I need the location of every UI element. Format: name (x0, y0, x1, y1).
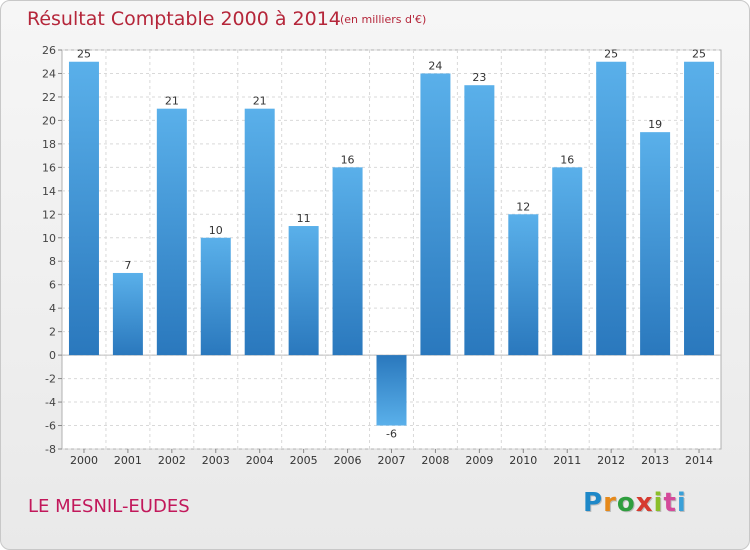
bar (508, 214, 539, 356)
bar (640, 132, 671, 356)
logo-letter: r (603, 488, 617, 518)
data-label: 25 (604, 48, 618, 61)
x-tick-label: 2006 (334, 454, 362, 467)
x-tick-label: 2012 (597, 454, 625, 467)
logo-letter: o (616, 488, 636, 518)
x-tick-label: 2000 (70, 454, 98, 467)
logo-letter: x (635, 488, 654, 518)
y-tick-label: 16 (42, 161, 56, 174)
commune-name: LE MESNIL-EUDES (28, 496, 190, 517)
y-tick-label: -8 (45, 443, 56, 456)
logo-letter: P (583, 488, 604, 518)
bar (596, 61, 627, 356)
x-tick-label: 2001 (114, 454, 142, 467)
x-tick-label: 2007 (378, 454, 406, 467)
y-tick-label: 22 (42, 91, 56, 104)
data-label: 24 (428, 59, 442, 72)
x-tick-label: 2002 (158, 454, 186, 467)
bar (156, 108, 187, 356)
data-label: 25 (77, 48, 91, 61)
chart-title: Résultat Comptable 2000 à 2014 (27, 8, 341, 30)
x-tick-label: 2014 (685, 454, 713, 467)
bar (464, 85, 495, 356)
y-tick-label: 26 (42, 44, 56, 57)
bar (684, 61, 715, 356)
bar (112, 272, 143, 356)
x-tick-label: 2009 (465, 454, 493, 467)
data-label: 16 (560, 153, 574, 166)
y-tick-label: 12 (42, 208, 56, 221)
y-tick-label: 24 (42, 67, 56, 80)
y-tick-label: -6 (45, 420, 56, 433)
x-tick-label: 2013 (641, 454, 669, 467)
x-tick-label: 2003 (202, 454, 230, 467)
x-tick-label: 2008 (421, 454, 449, 467)
data-label: 16 (341, 153, 355, 166)
data-label: 7 (124, 259, 131, 272)
logo-letter: i (676, 488, 687, 518)
data-label: 21 (165, 95, 179, 108)
y-tick-label: 6 (49, 279, 56, 292)
y-tick-label: 0 (49, 349, 56, 362)
bar (244, 108, 275, 356)
bar (376, 355, 407, 426)
bar (420, 73, 451, 356)
data-label: 21 (253, 95, 267, 108)
x-tick-label: 2010 (509, 454, 537, 467)
chart-subtitle: (en milliers d'€) (340, 13, 427, 26)
y-tick-label: 4 (49, 302, 56, 315)
y-tick-label: 10 (42, 232, 56, 245)
y-tick-label: 14 (42, 185, 56, 198)
bars (68, 61, 715, 426)
logo-letter: i (653, 488, 664, 518)
y-tick-label: 8 (49, 255, 56, 268)
x-tick-label: 2004 (246, 454, 274, 467)
logo-letter: t (663, 488, 677, 518)
data-label: 19 (648, 118, 662, 131)
y-tick-label: 18 (42, 138, 56, 151)
bar (332, 167, 363, 356)
bar (288, 226, 319, 356)
x-tick-label: 2005 (290, 454, 318, 467)
bar (552, 167, 583, 356)
data-label: 10 (209, 224, 223, 237)
data-label: 25 (692, 48, 706, 61)
proxiti-logo[interactable]: Proxiti (583, 488, 687, 518)
data-label: 11 (297, 212, 311, 225)
data-label: 23 (472, 71, 486, 84)
bar (200, 237, 231, 356)
y-tick-label: 20 (42, 114, 56, 127)
y-tick-label: 2 (49, 326, 56, 339)
x-tick-label: 2011 (553, 454, 581, 467)
y-tick-label: -4 (45, 396, 56, 409)
bar (68, 61, 99, 356)
data-label: -6 (386, 428, 397, 441)
y-tick-label: -2 (45, 373, 56, 386)
data-label: 12 (516, 200, 530, 213)
data-labels: 25 7 21 10 21 11 16 -6 24 23 12 16 25 19 25 (77, 48, 706, 441)
